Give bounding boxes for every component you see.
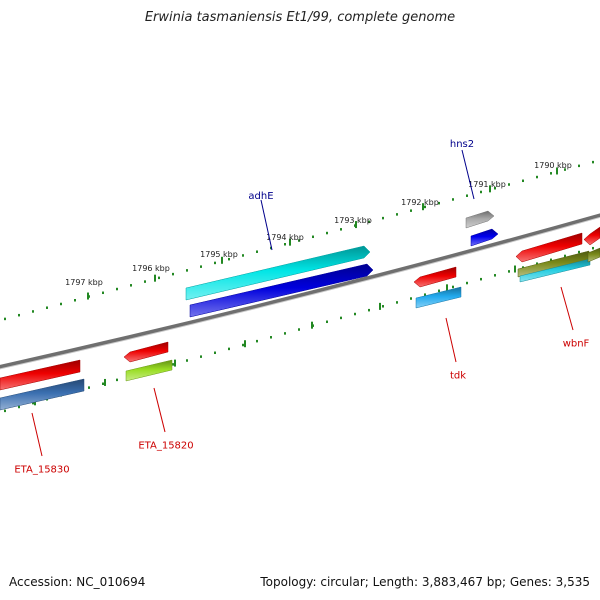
- gene-name: adhE: [248, 191, 273, 202]
- scale-track-inner: [4, 246, 594, 413]
- accession-text: Accession: NC_010694: [9, 575, 146, 589]
- adhE-gene-bar: [185, 245, 371, 301]
- leader-line: [31, 412, 43, 457]
- scale-label: 1791 kbp: [468, 180, 506, 189]
- scale-label: 1797 kbp: [65, 278, 103, 287]
- scale-track-outer: [4, 160, 594, 321]
- gene-label-adhE: adhE: [248, 191, 274, 251]
- ETA_15830-cds-bar: [0, 378, 85, 411]
- scale-label: 1790 kbp: [534, 161, 572, 170]
- gene-name: tdk: [450, 370, 466, 381]
- gene-label-ETA_15830: ETA_15830: [14, 412, 70, 475]
- gene-label-tdk: tdk: [445, 317, 466, 381]
- gene-label-hns2: hns2: [450, 139, 475, 200]
- ETA_15820-gene-bar: [123, 341, 169, 363]
- scale-label: 1792 kbp: [401, 198, 439, 207]
- gene-label-wbnF: wbnF: [560, 286, 590, 349]
- tdk-cds-bar: [415, 286, 462, 309]
- edge-cds-olive-bar: [587, 247, 600, 263]
- leader-line: [260, 199, 273, 251]
- hns2-cds-bar: [470, 228, 499, 247]
- ETA_15830-gene-bar: [0, 359, 81, 391]
- topology-text: Topology: circular; Length: 3,883,467 bp…: [260, 575, 590, 589]
- scale-label: 1793 kbp: [334, 216, 372, 225]
- wbnF-cds-cyan-bar: [519, 258, 591, 283]
- gene-name: ETA_15820: [138, 440, 193, 451]
- scale-label: 1796 kbp: [132, 264, 170, 273]
- genome-backbone: [0, 213, 600, 369]
- leader-line: [153, 387, 166, 433]
- edge-gene-bar: [583, 226, 600, 246]
- gene-name: wbnF: [563, 338, 590, 349]
- scale-label: 1795 kbp: [200, 250, 238, 259]
- ETA_15820-cds-bar: [125, 359, 173, 382]
- map-title: Erwinia tasmaniensis Et1/99, complete ge…: [144, 10, 456, 25]
- leader-line: [445, 317, 457, 363]
- gene-name: ETA_15830: [14, 464, 69, 475]
- wbnF-gene-bar: [515, 232, 583, 263]
- scale-label: 1794 kbp: [266, 233, 304, 242]
- leader-line: [461, 149, 475, 200]
- hns2-gene-bar: [465, 210, 495, 229]
- gene-label-ETA_15820: ETA_15820: [138, 387, 194, 451]
- leader-line: [560, 286, 574, 331]
- gene-name: hns2: [450, 139, 474, 150]
- tdk-gene-bar: [413, 266, 457, 288]
- adhE-cds-bar: [189, 263, 374, 318]
